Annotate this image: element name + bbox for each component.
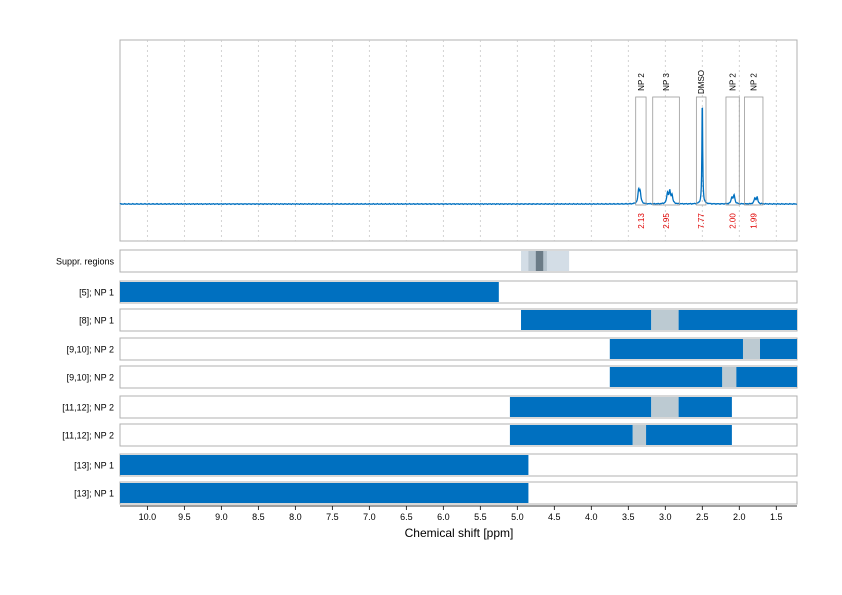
row-bar	[521, 310, 652, 330]
row-label: [8]; NP 1	[79, 316, 114, 326]
integral-value: 2.00	[729, 213, 738, 229]
row-bar	[646, 425, 732, 445]
row-bar	[509, 397, 652, 417]
row-bar	[632, 425, 647, 445]
spectrum-frame	[119, 39, 798, 242]
row-bar	[509, 425, 633, 445]
row-label: [13]; NP 1	[74, 489, 114, 499]
row-bar	[736, 367, 797, 387]
row-bar	[678, 310, 797, 330]
spectrum-panel: NP 2 2.13 NP 3 2.95 DMSO 7.77 NP 2 2.00 NP 2 1.99	[119, 39, 798, 242]
integral-value: 1.99	[750, 213, 759, 229]
assignment-row: [9,10]; NP 2	[67, 365, 798, 389]
row-frame	[119, 249, 798, 273]
x-tick-label: 9.5	[178, 512, 191, 522]
integral-value: 2.95	[662, 213, 671, 229]
annotation-label: DMSO	[697, 70, 706, 94]
row-label: Suppr. regions	[56, 257, 115, 267]
row-bar	[609, 339, 743, 359]
row-label: [5]; NP 1	[79, 288, 114, 298]
annotation-box	[725, 96, 740, 206]
x-tick-label: 8.5	[252, 512, 265, 522]
row-bar	[120, 483, 529, 503]
row-bar	[609, 367, 723, 387]
row-label: [11,12]; NP 2	[62, 431, 114, 441]
annotation-label: NP 3	[662, 73, 671, 91]
row-bar	[651, 397, 679, 417]
spectrum-line	[119, 107, 797, 206]
x-tick-label: 3.0	[659, 512, 672, 522]
annotation-box	[652, 96, 680, 206]
integral-value: 7.77	[697, 213, 706, 229]
annotation-box	[744, 96, 764, 206]
x-tick-label: 2.0	[733, 512, 746, 522]
annotation-label: NP 2	[729, 73, 738, 91]
annotation-label: NP 2	[637, 73, 646, 91]
row-bar	[742, 339, 761, 359]
x-axis-label: Chemical shift [ppm]	[405, 526, 514, 540]
x-tick-label: 4.0	[585, 512, 598, 522]
x-tick-label: 7.0	[363, 512, 376, 522]
x-tick-label: 8.0	[289, 512, 302, 522]
x-tick-label: 5.0	[511, 512, 524, 522]
assignment-rows: Suppr. regions [5]; NP 1 [8]; NP 1 [9,10]; …	[56, 249, 798, 505]
row-bar	[120, 455, 529, 475]
x-tick-label: 2.5	[696, 512, 709, 522]
assignment-row: Suppr. regions	[56, 249, 798, 273]
annotation-box	[635, 96, 647, 206]
integral-value: 2.13	[637, 213, 646, 229]
row-bar	[535, 251, 544, 271]
x-tick-label: 9.0	[215, 512, 228, 522]
annotation-box	[695, 96, 707, 206]
row-bar	[760, 339, 797, 359]
row-bar	[120, 282, 499, 302]
x-tick-label: 10.0	[139, 512, 157, 522]
row-label: [9,10]; NP 2	[67, 373, 114, 383]
row-bar	[651, 310, 679, 330]
x-tick-label: 5.5	[474, 512, 487, 522]
assignment-row: [11,12]; NP 2	[62, 423, 798, 447]
row-bar	[678, 397, 732, 417]
row-bar	[722, 367, 737, 387]
annotation-label: NP 2	[750, 73, 759, 91]
row-label: [11,12]; NP 2	[62, 403, 114, 413]
assignment-row: [8]; NP 1	[79, 308, 798, 332]
assignment-row: [9,10]; NP 2	[67, 337, 798, 361]
assignment-row: [11,12]; NP 2	[62, 395, 798, 419]
x-tick-label: 1.5	[770, 512, 783, 522]
assignment-row: [13]; NP 1	[74, 453, 798, 477]
x-tick-label: 3.5	[622, 512, 635, 522]
x-tick-label: 6.5	[400, 512, 413, 522]
row-label: [9,10]; NP 2	[67, 345, 114, 355]
x-tick-label: 6.0	[437, 512, 450, 522]
x-tick-label: 4.5	[548, 512, 561, 522]
x-axis: 10.0 9.5 9.0 8.5 8.0 7.5 7.0 6.5 6.0 5.5 5.0 4.5 4.0…	[120, 505, 797, 522]
assignment-row: [13]; NP 1	[74, 481, 798, 505]
assignment-row: [5]; NP 1	[79, 280, 798, 304]
x-tick-label: 7.5	[326, 512, 339, 522]
row-label: [13]; NP 1	[74, 461, 114, 471]
